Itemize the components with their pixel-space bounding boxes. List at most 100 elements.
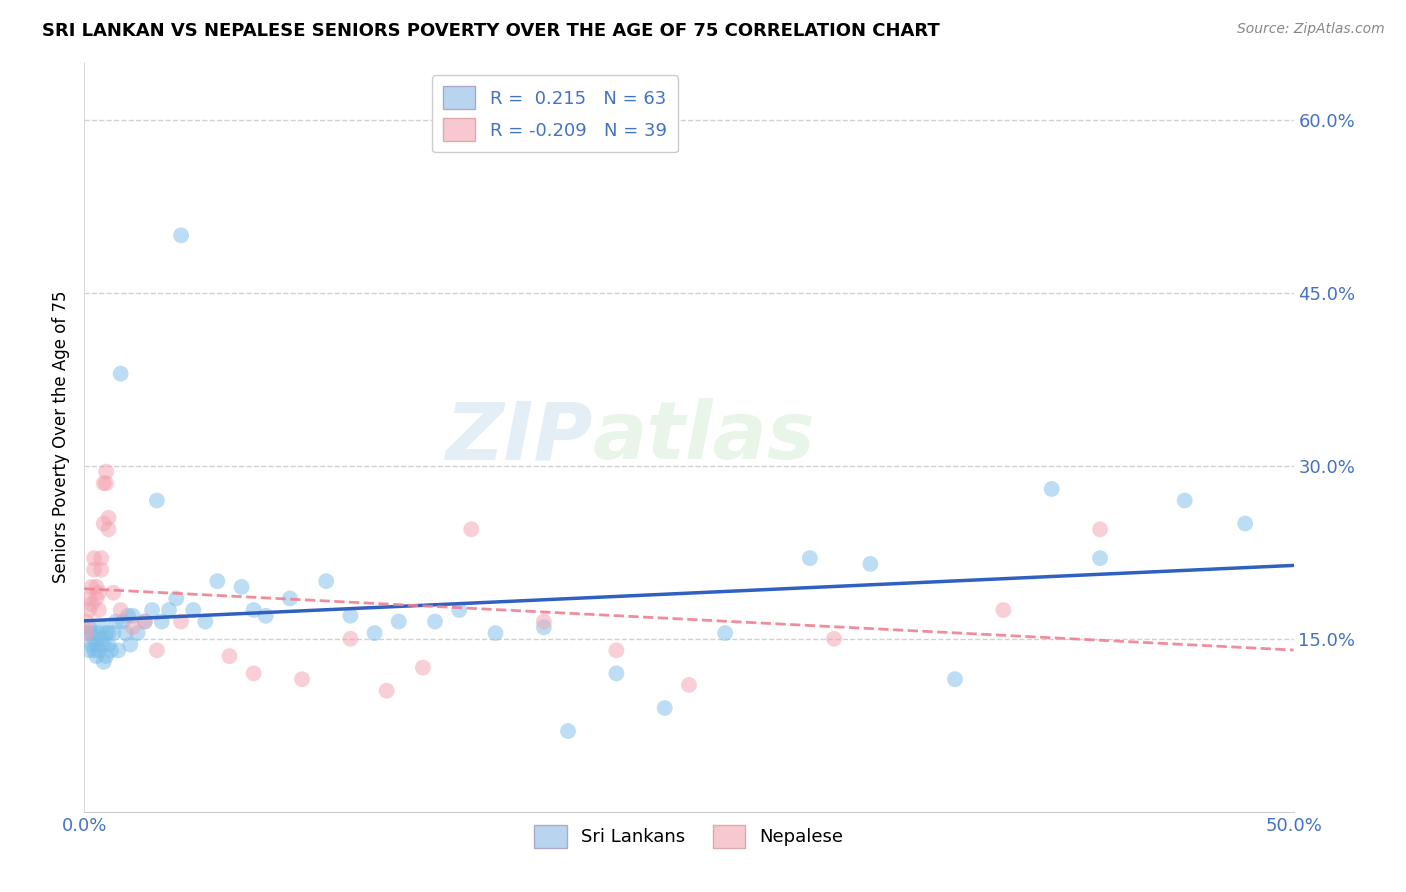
Point	[80, 597, 103, 611]
Point	[678, 678, 700, 692]
Point	[83, 563, 105, 577]
Point	[86, 580, 108, 594]
Point	[714, 626, 737, 640]
Legend: Sri Lankans, Nepalese: Sri Lankans, Nepalese	[527, 817, 851, 855]
Point	[83, 632, 105, 646]
Point	[103, 626, 125, 640]
Point	[315, 574, 337, 589]
Point	[76, 626, 98, 640]
Point	[94, 465, 117, 479]
Point	[77, 643, 100, 657]
Point	[823, 632, 845, 646]
Point	[1234, 516, 1257, 531]
Y-axis label: Seniors Poverty Over the Age of 75: Seniors Poverty Over the Age of 75	[52, 291, 70, 583]
Point	[100, 643, 122, 657]
Point	[375, 683, 398, 698]
Point	[103, 585, 125, 599]
Point	[943, 672, 966, 686]
Point	[231, 580, 253, 594]
Point	[170, 228, 193, 243]
Point	[80, 638, 103, 652]
Point	[120, 638, 142, 652]
Point	[97, 510, 120, 524]
Point	[76, 615, 98, 629]
Point	[93, 638, 115, 652]
Point	[90, 620, 112, 634]
Point	[859, 557, 882, 571]
Point	[97, 522, 120, 536]
Point	[77, 620, 100, 634]
Point	[146, 643, 169, 657]
Point	[83, 551, 105, 566]
Point	[207, 574, 229, 589]
Point	[388, 615, 411, 629]
Text: Source: ZipAtlas.com: Source: ZipAtlas.com	[1237, 22, 1385, 37]
Point	[181, 603, 204, 617]
Point	[87, 626, 110, 640]
Point	[150, 615, 173, 629]
Point	[146, 493, 169, 508]
Point	[339, 632, 361, 646]
Point	[104, 615, 127, 629]
Point	[83, 643, 105, 657]
Point	[90, 551, 112, 566]
Point	[157, 603, 180, 617]
Point	[94, 626, 117, 640]
Point	[97, 638, 120, 652]
Point	[86, 591, 108, 606]
Point	[127, 626, 149, 640]
Point	[460, 522, 482, 536]
Point	[363, 626, 385, 640]
Point	[799, 551, 821, 566]
Point	[291, 672, 314, 686]
Point	[93, 655, 115, 669]
Point	[654, 701, 676, 715]
Point	[114, 626, 136, 640]
Point	[605, 666, 627, 681]
Point	[218, 649, 240, 664]
Point	[97, 626, 120, 640]
Point	[121, 608, 143, 623]
Point	[134, 615, 156, 629]
Point	[117, 608, 139, 623]
Point	[605, 643, 627, 657]
Point	[77, 591, 100, 606]
Point	[80, 580, 103, 594]
Point	[449, 603, 471, 617]
Point	[86, 638, 108, 652]
Point	[484, 626, 506, 640]
Text: ZIP: ZIP	[444, 398, 592, 476]
Point	[141, 603, 163, 617]
Point	[1174, 493, 1197, 508]
Point	[339, 608, 361, 623]
Point	[90, 563, 112, 577]
Point	[412, 660, 434, 674]
Point	[134, 615, 156, 629]
Point	[87, 603, 110, 617]
Point	[993, 603, 1015, 617]
Point	[533, 620, 555, 634]
Point	[1040, 482, 1063, 496]
Point	[112, 615, 135, 629]
Point	[165, 591, 187, 606]
Point	[90, 632, 112, 646]
Point	[242, 666, 264, 681]
Point	[94, 649, 117, 664]
Point	[87, 643, 110, 657]
Point	[170, 615, 193, 629]
Point	[1088, 551, 1111, 566]
Point	[93, 516, 115, 531]
Point	[1088, 522, 1111, 536]
Point	[93, 476, 115, 491]
Point	[107, 643, 129, 657]
Point	[254, 608, 277, 623]
Point	[278, 591, 301, 606]
Point	[557, 724, 579, 739]
Point	[194, 615, 217, 629]
Point	[110, 367, 132, 381]
Point	[533, 615, 555, 629]
Point	[242, 603, 264, 617]
Point	[76, 626, 98, 640]
Point	[94, 476, 117, 491]
Point	[80, 626, 103, 640]
